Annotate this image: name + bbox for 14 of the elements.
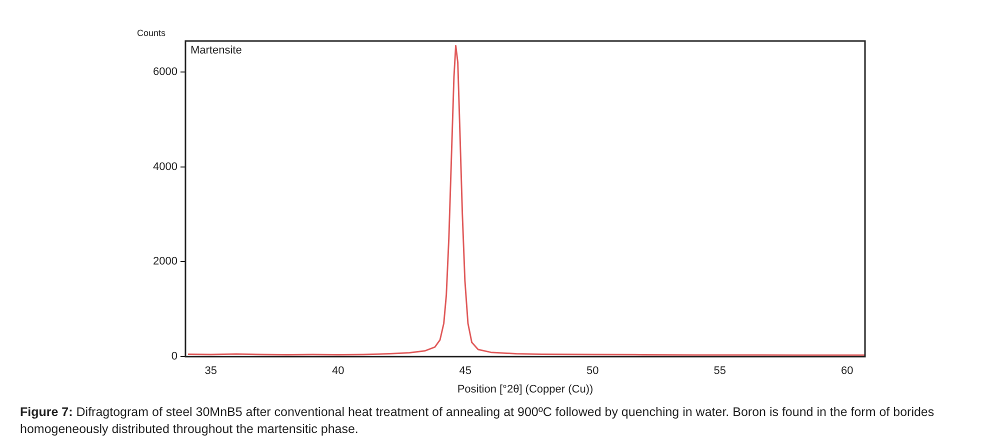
x-tick-label: 45 — [459, 365, 472, 378]
x-tick-label: 55 — [714, 365, 726, 378]
x-tick-label: 40 — [332, 365, 344, 378]
annotation: Martensite — [190, 44, 242, 57]
x-tick-label: 60 — [841, 365, 854, 378]
x-tick-label: 50 — [586, 365, 599, 378]
x-tick-label: 35 — [204, 365, 218, 378]
caption: Figure 7: Difragtogram of steel 30MnB5 after conventional heat treatment of annealing at 900ºC followed by quenching in water. Boron is found in the form of borides homogeneously distributed throughout the martensitic phase. — [20, 404, 936, 438]
y-tick-label: 0 — [171, 350, 178, 363]
x-axis-title: Position [°2θ] (Copper (Cu)) — [457, 383, 594, 396]
y-tick-label: 2000 — [152, 256, 178, 268]
y-tick-label: 4000 — [152, 160, 178, 173]
y-axis-title: Counts — [137, 28, 166, 38]
y-tick-label: 6000 — [152, 66, 178, 78]
